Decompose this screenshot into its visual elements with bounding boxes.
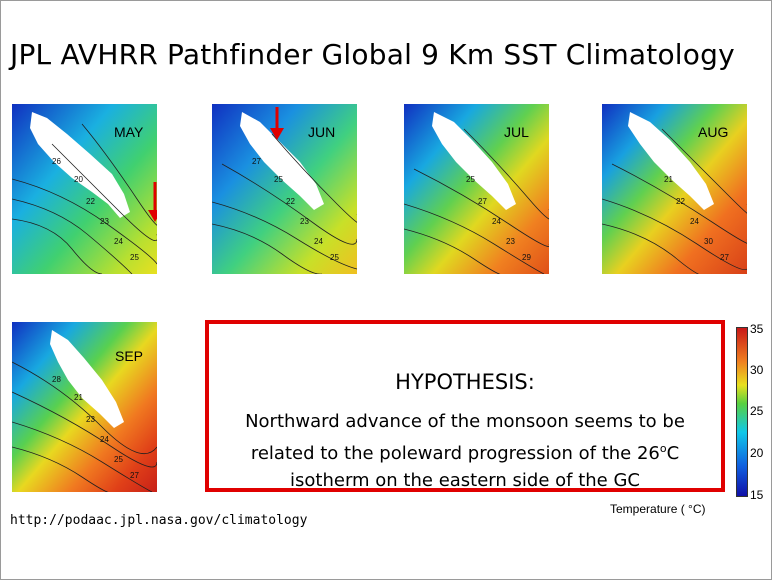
colorbar-tick-35: 35 (750, 322, 764, 336)
hypothesis-heading: HYPOTHESIS: (395, 370, 535, 394)
sst-map-jul: 25 27 24 23 29 JUL (404, 104, 549, 274)
colorbar-tick-15: 15 (750, 488, 764, 502)
contour-label: 24 (100, 435, 109, 444)
contour-label: 24 (690, 217, 699, 226)
contour-label: 28 (52, 375, 61, 384)
colorbar-tick-20: 20 (750, 446, 764, 460)
map-label-may: MAY (114, 124, 144, 140)
sst-map-jun: 25 22 23 24 25 27 JUN (212, 104, 357, 274)
temperature-colorbar (736, 327, 748, 497)
contour-label: 30 (704, 237, 713, 246)
slide-title: JPL AVHRR Pathfinder Global 9 Km SST Cli… (10, 38, 735, 71)
hypothesis-line-2: related to the poleward progression of t… (250, 442, 680, 464)
contour-label: 23 (86, 415, 95, 424)
contour-label: 22 (676, 197, 685, 206)
contour-label: 29 (522, 253, 531, 262)
may-arrow-head (148, 210, 157, 222)
contour-label: 23 (506, 237, 515, 246)
map-label-jul: JUL (504, 124, 529, 140)
hypothesis-line-1: Northward advance of the monsoon seems t… (245, 411, 685, 432)
contour-label: 20 (74, 175, 83, 184)
colorbar-tick-25: 25 (750, 404, 764, 418)
contour-label: 24 (314, 237, 323, 246)
contour-label: 23 (100, 217, 109, 226)
contour-label: 26 (52, 157, 61, 166)
contour-label: 27 (478, 197, 487, 206)
hypothesis-box: HYPOTHESIS: Northward advance of the mon… (205, 320, 725, 492)
contour-label: 21 (74, 393, 83, 402)
contour-label: 22 (286, 197, 295, 206)
contour-label: 21 (664, 175, 673, 184)
map-label-aug: AUG (698, 124, 729, 140)
contour-label: 24 (114, 237, 123, 246)
contour-label: 24 (492, 217, 501, 226)
contour-label: 25 (330, 253, 339, 262)
map-label-jun: JUN (308, 124, 336, 140)
contour-label: 23 (300, 217, 309, 226)
contour-label: 27 (252, 157, 261, 166)
hypothesis-text: Northward advance of the monsoon seems t… (219, 408, 711, 494)
contour-label: 25 (130, 253, 139, 262)
contour-label: 27 (130, 471, 139, 480)
contour-label: 25 (274, 175, 283, 184)
sst-map-sep: 21 23 24 25 27 28 SEP (12, 322, 157, 492)
contour-label: 27 (720, 253, 729, 262)
colorbar-tick-30: 30 (750, 363, 764, 377)
source-url[interactable]: http://podaac.jpl.nasa.gov/climatology (10, 513, 308, 528)
contour-label: 25 (466, 175, 475, 184)
contour-label: 22 (86, 197, 95, 206)
hypothesis-line-3: isotherm on the eastern side of the GC (290, 470, 640, 491)
map-label-sep: SEP (115, 348, 144, 364)
contour-label: 25 (114, 455, 123, 464)
colorbar-caption: Temperature ( °C) (610, 502, 706, 516)
sst-map-aug: 21 22 24 30 27 AUG (602, 104, 747, 274)
sst-map-may: 20 22 23 24 25 26 MAY (12, 104, 157, 274)
